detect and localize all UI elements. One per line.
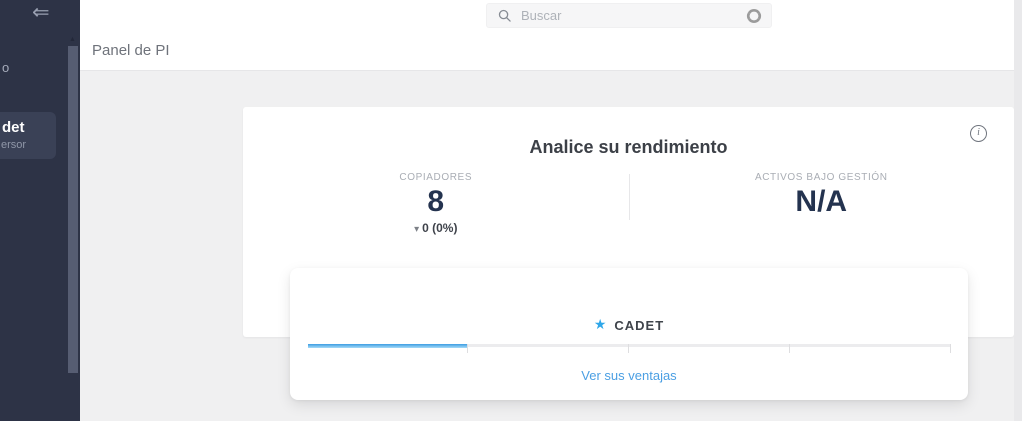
- stats-divider: [628, 174, 630, 220]
- delta-text: 0 (0%): [422, 221, 458, 235]
- performance-title: Analice su rendimiento: [529, 137, 728, 157]
- stat-value: 8: [427, 185, 445, 218]
- progress-segment-tick: [628, 344, 629, 353]
- sidebar-active-subtitle: ersor: [1, 139, 27, 151]
- search-box[interactable]: [486, 3, 772, 28]
- stats-row: COPIADORES 8 ▾ 0 (0%) ACTIVOS BAJO GESTIÓ…: [243, 172, 1014, 235]
- sidebar-scrollbar-thumb[interactable]: [68, 46, 78, 373]
- tier-progress-fill: [307, 344, 469, 348]
- stat-label: COPIADORES: [399, 172, 473, 183]
- page-title: Panel de PI: [92, 42, 170, 59]
- tier-progress: [307, 344, 951, 354]
- tier-progress-track: [307, 344, 951, 347]
- search-input[interactable]: [519, 7, 745, 24]
- stat-delta: ▾ 0 (0%): [243, 221, 629, 235]
- progress-segment-tick: [467, 344, 469, 353]
- stat-label: ACTIVOS BAJO GESTIÓN: [754, 172, 888, 183]
- progress-segment-tick: [949, 344, 951, 353]
- progress-segment-tick: [788, 344, 790, 353]
- sidebar: ⇐ o det ersor ▲: [0, 0, 80, 421]
- top-bar: [80, 0, 1022, 30]
- scrollbar-up-arrow-icon[interactable]: ▲: [69, 36, 76, 43]
- tier-card: ★ CADET Ver sus ventajas: [290, 268, 968, 400]
- sidebar-item-active-cadet[interactable]: det ersor: [0, 112, 56, 159]
- sidebar-item-partial[interactable]: o: [2, 60, 10, 75]
- tier-advantages-link[interactable]: Ver sus ventajas: [581, 368, 677, 383]
- stat-copiadores: COPIADORES 8 ▾ 0 (0%): [243, 172, 629, 235]
- delta-down-icon: ▾: [414, 224, 420, 235]
- search-icon: [498, 9, 511, 22]
- collapse-sidebar-icon[interactable]: ⇐: [32, 1, 50, 24]
- stat-activos: ACTIVOS BAJO GESTIÓN N/A: [629, 172, 1015, 235]
- page-scrollbar[interactable]: [1014, 0, 1022, 421]
- sidebar-active-title: det: [2, 119, 25, 136]
- info-icon[interactable]: i: [970, 125, 987, 142]
- star-icon: ★: [593, 316, 607, 332]
- stat-value: N/A: [795, 185, 848, 218]
- tier-header: ★ CADET: [290, 316, 968, 335]
- openai-icon[interactable]: [745, 7, 763, 25]
- tier-name: CADET: [614, 318, 665, 333]
- breadcrumb-bar: Panel de PI: [80, 30, 1022, 71]
